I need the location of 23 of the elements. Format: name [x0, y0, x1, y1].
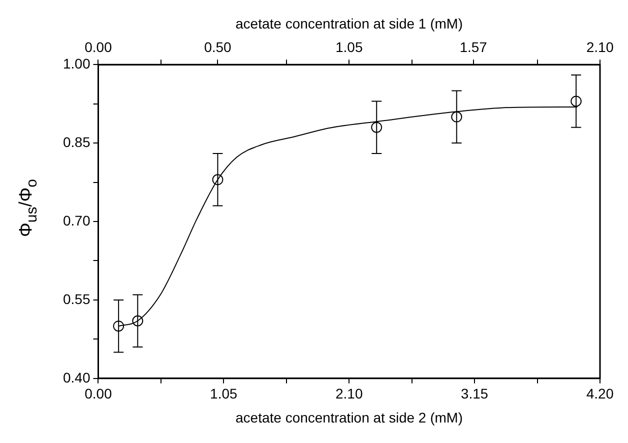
x-tick-label: 3.15 — [460, 386, 488, 402]
x-tick-label: 1.05 — [210, 386, 238, 402]
y-tick-label: 0.70 — [63, 212, 90, 228]
x-tick-label: 0.00 — [84, 386, 112, 402]
point — [451, 111, 462, 122]
point — [212, 174, 224, 186]
point — [570, 96, 582, 107]
point — [132, 315, 144, 326]
x2-tick-label: 0.00 — [84, 39, 112, 56]
x2-tick-label: 2.10 — [586, 39, 614, 56]
y-tick-label: 0.40 — [63, 369, 90, 386]
y-tick-label: 0.85 — [63, 134, 90, 150]
x-tick-label: 2.10 — [336, 386, 363, 402]
x2-tick-label: 1.57 — [460, 39, 488, 56]
y-tick-label: 0.55 — [63, 290, 90, 307]
x2-axis-title: acetate concentration at side 1 (mM) — [236, 15, 463, 32]
x2-tick-label: 1.05 — [336, 39, 363, 56]
x-tick-label: 4.20 — [586, 386, 614, 402]
y-tick-label: 1.00 — [63, 55, 90, 72]
point — [371, 122, 382, 133]
point — [113, 320, 124, 332]
x2-tick-label: 0.50 — [204, 39, 232, 56]
x-axis-title: acetate concentration at side 2 (mM) — [236, 409, 463, 426]
